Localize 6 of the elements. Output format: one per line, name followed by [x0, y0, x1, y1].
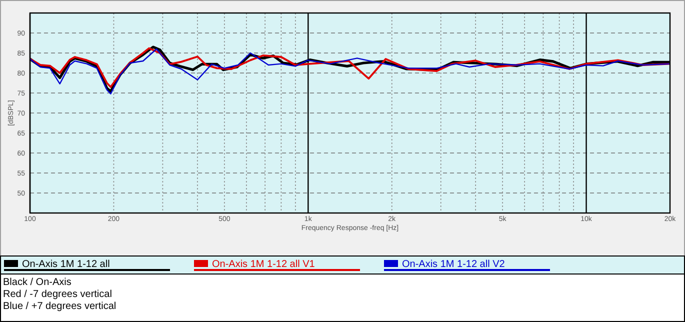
text: Red / -7 degrees vertical: [3, 289, 112, 300]
text: Blue / +7 degrees vertical: [3, 301, 116, 312]
legend-label: On-Axis 1M 1-12 all: [22, 259, 110, 270]
text: Black / On-Axis: [3, 277, 72, 288]
legend-label: On-Axis 1M 1-12 all V2: [402, 259, 506, 270]
legend-label: On-Axis 1M 1-12 all V1: [212, 259, 316, 270]
